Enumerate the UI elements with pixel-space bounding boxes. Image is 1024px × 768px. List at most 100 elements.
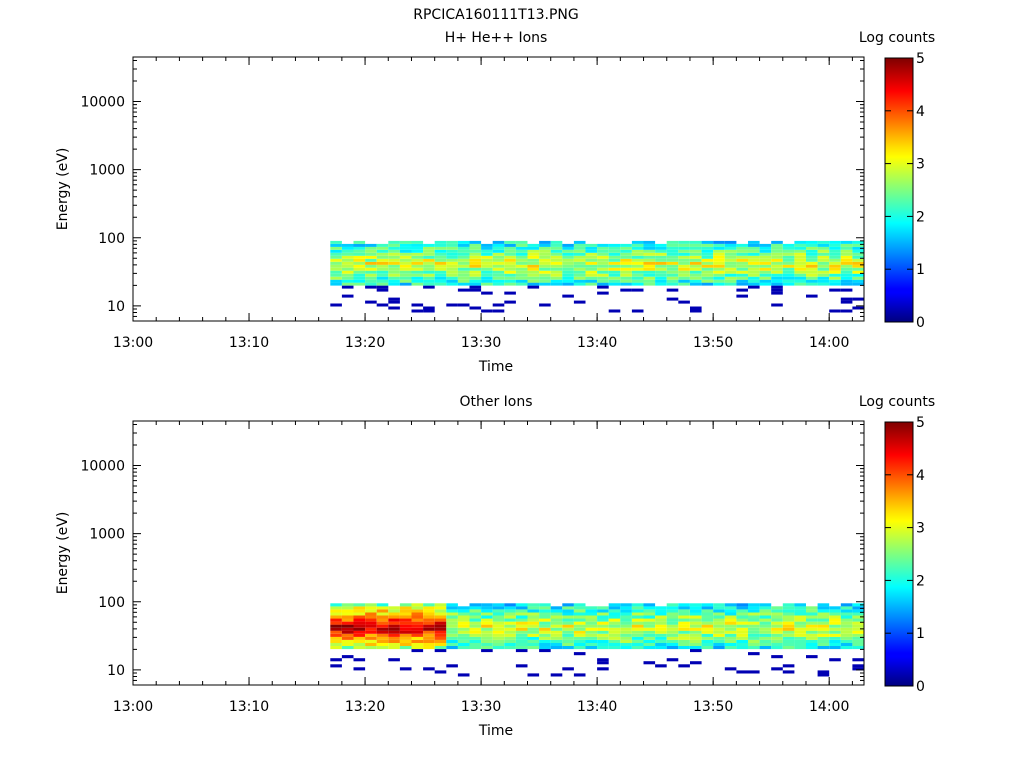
heatmap-cell [608, 246, 621, 250]
heatmap-cell [736, 255, 748, 259]
heatmap-cell [550, 243, 563, 247]
heatmap-cell [585, 624, 598, 628]
heatmap-cell [701, 606, 714, 610]
heatmap-cell [620, 603, 632, 607]
heatmap-cell [713, 252, 725, 256]
heatmap-cell [852, 255, 864, 259]
heatmap-cell [330, 252, 342, 256]
heatmap-cell [457, 624, 470, 628]
heatmap-cell [666, 282, 679, 286]
heatmap-cell [655, 642, 667, 646]
heatmap-cell [597, 285, 609, 289]
heatmap-cell [330, 658, 342, 662]
heatmap-cell [713, 246, 725, 250]
heatmap-cell [852, 273, 864, 277]
heatmap-cell [423, 615, 435, 619]
heatmap-cell [748, 627, 760, 631]
heatmap-cell [434, 630, 447, 634]
heatmap-cell [388, 297, 400, 301]
heatmap-cell [457, 255, 470, 259]
heatmap-cell [527, 609, 540, 613]
heatmap-cell [771, 270, 783, 274]
heatmap-cell [399, 621, 412, 625]
heatmap-cell [562, 606, 574, 610]
heatmap-cell [759, 633, 772, 637]
heatmap-cell [655, 639, 667, 643]
heatmap-cell [701, 276, 714, 280]
heatmap-cell [678, 624, 690, 628]
heatmap-cell [457, 627, 470, 631]
heatmap-cell [631, 609, 644, 613]
heatmap-cell [562, 627, 574, 631]
heatmap-cell [515, 633, 528, 637]
heatmap-cell [829, 255, 841, 259]
heatmap-cell [631, 639, 644, 643]
heatmap-cell [562, 621, 574, 625]
heatmap-cell [353, 606, 366, 610]
heatmap-cell [411, 630, 424, 634]
heatmap-cell [631, 255, 644, 259]
heatmap-cell [411, 270, 424, 274]
heatmap-cell [759, 624, 772, 628]
heatmap-cell [806, 249, 818, 253]
x-tick-label: 13:20 [345, 699, 385, 715]
heatmap-cell [434, 612, 447, 616]
heatmap-cell [666, 273, 679, 277]
heatmap-cell [423, 306, 435, 310]
heatmap-cell [573, 267, 586, 271]
heatmap-cell [492, 618, 505, 622]
heatmap-cell [748, 609, 760, 613]
heatmap-cell [388, 636, 400, 640]
heatmap-cell [840, 252, 853, 256]
heatmap-cell [678, 273, 690, 277]
heatmap-cell [631, 264, 644, 268]
heatmap-cell [806, 258, 818, 262]
heatmap-cell [330, 621, 342, 625]
colorbar-tick-label: 2 [916, 209, 925, 225]
heatmap-cell [515, 618, 528, 622]
heatmap-cell [527, 636, 540, 640]
heatmap-cell [736, 609, 748, 613]
heatmap-cell [457, 246, 470, 250]
heatmap-cell [794, 264, 806, 268]
heatmap-cell [678, 255, 690, 259]
heatmap-cell [411, 273, 424, 277]
heatmap-cell [597, 646, 609, 650]
heatmap-cell [608, 252, 621, 256]
heatmap-cell [608, 646, 621, 650]
heatmap-cell [330, 255, 342, 259]
heatmap-cell [527, 243, 540, 247]
heatmap-cell [492, 630, 505, 634]
colorbar-tick-label: 3 [916, 521, 925, 537]
heatmap-cell [539, 270, 551, 274]
heatmap-cell [469, 642, 482, 646]
heatmap-cell [399, 630, 412, 634]
heatmap-cell [376, 646, 389, 650]
heatmap-cell [852, 276, 864, 280]
heatmap-cell [597, 279, 609, 283]
heatmap-cell [782, 264, 795, 268]
heatmap-cell [492, 273, 505, 277]
heatmap-cell [829, 633, 841, 637]
heatmap-cell [515, 627, 528, 631]
heatmap-cell [399, 279, 412, 283]
heatmap-cell [724, 603, 737, 607]
heatmap-cell [423, 621, 435, 625]
heatmap-cell [330, 279, 342, 283]
heatmap-cell [736, 288, 748, 292]
heatmap-cell [353, 267, 366, 271]
heatmap-cell [724, 249, 737, 253]
heatmap-cell [446, 249, 458, 253]
heatmap-cell [446, 261, 458, 265]
heatmap-cell [817, 615, 830, 619]
heatmap-cell [631, 633, 644, 637]
y-tick-label: 10000 [80, 459, 125, 475]
heatmap-cell [365, 633, 377, 637]
heatmap-cell [469, 288, 482, 292]
heatmap-cell [829, 246, 841, 250]
heatmap-cell [388, 615, 400, 619]
heatmap-cell [423, 636, 435, 640]
heatmap-cell [411, 621, 424, 625]
heatmap-cell [376, 255, 389, 259]
